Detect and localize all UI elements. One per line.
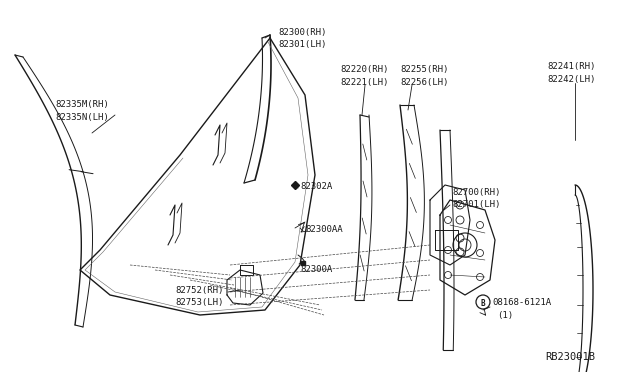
Text: 82301(LH): 82301(LH) <box>278 40 326 49</box>
Text: 82753(LH): 82753(LH) <box>175 298 223 307</box>
Text: 08168-6121A: 08168-6121A <box>492 298 551 307</box>
Text: RB23001B: RB23001B <box>545 352 595 362</box>
Text: 82300A: 82300A <box>300 265 332 274</box>
Text: 82220(RH): 82220(RH) <box>340 65 388 74</box>
Text: 82242(LH): 82242(LH) <box>547 75 595 84</box>
Text: 82700(RH): 82700(RH) <box>452 188 500 197</box>
Text: (1): (1) <box>497 311 513 320</box>
Text: 82241(RH): 82241(RH) <box>547 62 595 71</box>
Text: 82752(RH): 82752(RH) <box>175 286 223 295</box>
Text: 82300AA: 82300AA <box>305 225 342 234</box>
Text: 82221(LH): 82221(LH) <box>340 78 388 87</box>
Text: 82300(RH): 82300(RH) <box>278 28 326 37</box>
Text: B: B <box>481 298 485 308</box>
Text: 82302A: 82302A <box>300 182 332 191</box>
Text: 82701(LH): 82701(LH) <box>452 200 500 209</box>
Text: 82256(LH): 82256(LH) <box>400 78 449 87</box>
Text: 82335N(LH): 82335N(LH) <box>55 113 109 122</box>
Text: 82335M(RH): 82335M(RH) <box>55 100 109 109</box>
Text: 82255(RH): 82255(RH) <box>400 65 449 74</box>
